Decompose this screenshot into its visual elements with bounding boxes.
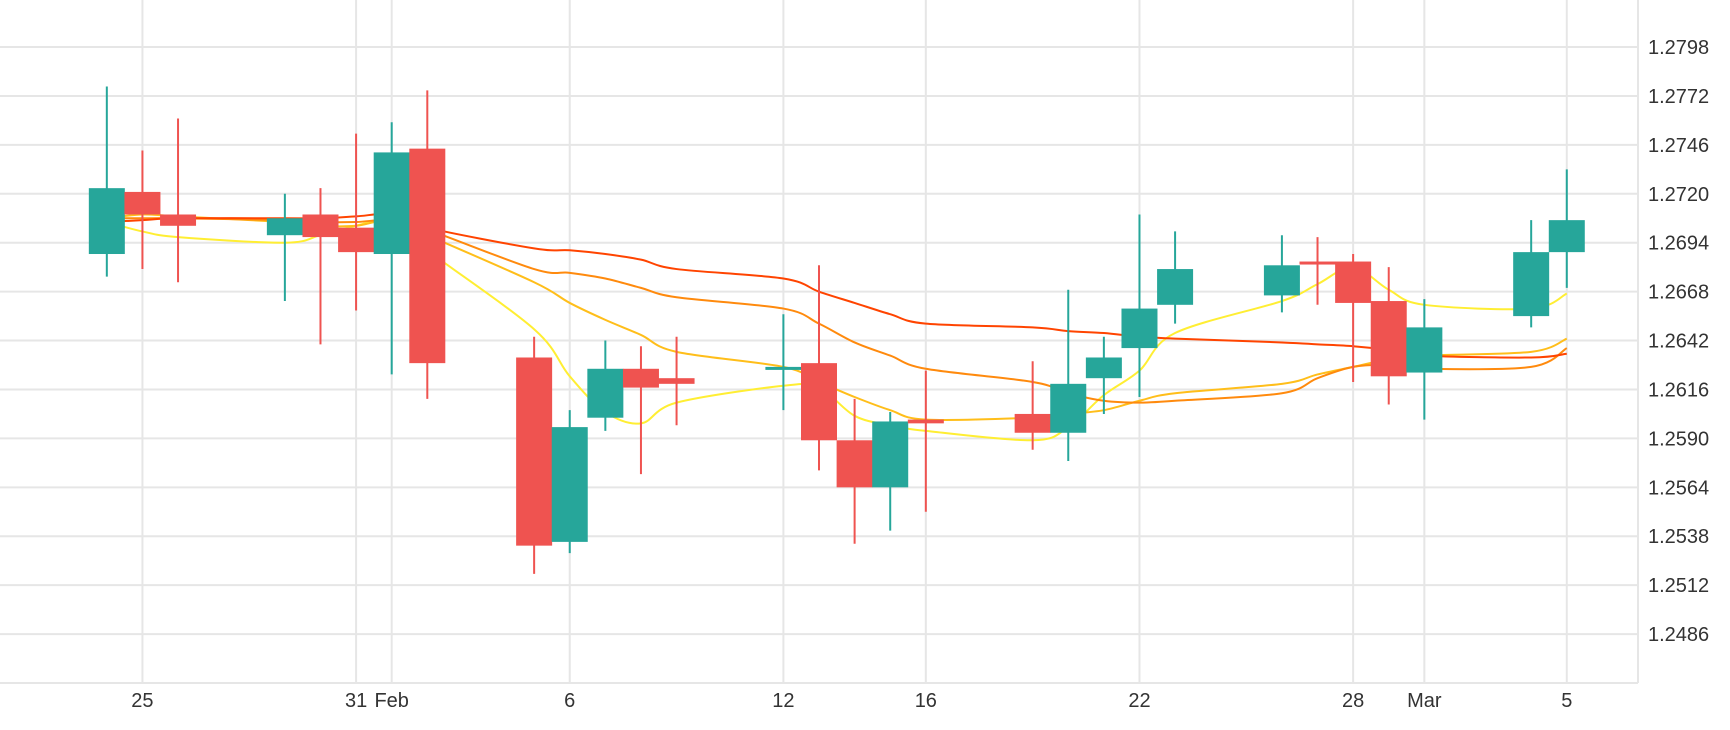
- y-axis-tick-labels: 1.2798 1.2772 1.2746 1.2720 1.2694 1.2668 1.26…: [1648, 37, 1709, 646]
- y-tick-label: 1.2616: [1648, 379, 1709, 401]
- candle-up: [1157, 231, 1194, 324]
- candle-body: [551, 427, 588, 542]
- candle-up: [266, 193, 303, 302]
- candle-body: [124, 191, 161, 215]
- y-tick-label: 1.2668: [1648, 282, 1709, 304]
- candle-body: [836, 440, 873, 488]
- candle-down: [658, 336, 695, 426]
- x-axis-tick-labels: 25 31 Feb 6 12 16 22 28 Mar 5: [131, 690, 1572, 712]
- x-tick-label: 22: [1128, 690, 1150, 712]
- y-tick-label: 1.2642: [1648, 331, 1709, 353]
- candle-up: [765, 314, 802, 411]
- y-tick-label: 1.2512: [1648, 575, 1709, 597]
- candle-body: [516, 357, 553, 546]
- candle-up: [1121, 214, 1158, 398]
- candle-body: [1370, 301, 1407, 377]
- candle-body: [622, 368, 659, 388]
- candle-up: [551, 410, 588, 554]
- candle-up: [1513, 220, 1550, 328]
- candle-down: [338, 133, 375, 311]
- candle-body: [1299, 261, 1336, 265]
- moving-average-line: [106, 212, 1567, 359]
- x-tick-label: 12: [772, 690, 794, 712]
- candle-down: [801, 265, 837, 471]
- x-tick-label: 31: [345, 690, 367, 712]
- candle-body: [373, 152, 410, 255]
- x-tick-label: 6: [564, 690, 575, 712]
- candle-up: [88, 86, 125, 277]
- candle-down: [836, 398, 873, 544]
- y-tick-label: 1.2564: [1648, 477, 1709, 499]
- candle-body: [1157, 269, 1194, 305]
- candle-body: [1121, 308, 1158, 349]
- candle-up: [1050, 289, 1087, 461]
- candle-down: [160, 118, 197, 283]
- candle-up: [1085, 336, 1122, 414]
- y-tick-label: 1.2694: [1648, 233, 1709, 255]
- candle-down: [1299, 237, 1336, 305]
- candle-body: [587, 368, 624, 418]
- candle-body: [88, 188, 125, 255]
- candle-body: [302, 214, 339, 238]
- y-tick-label: 1.2772: [1648, 86, 1709, 108]
- candle-down: [1335, 254, 1372, 382]
- candle-body: [338, 227, 375, 253]
- candle-body: [1548, 220, 1585, 253]
- candle-body: [1263, 265, 1300, 296]
- x-tick-label: Mar: [1407, 690, 1442, 712]
- candle-down: [124, 150, 161, 270]
- y-tick-label: 1.2798: [1648, 37, 1709, 59]
- candle-body: [658, 378, 695, 384]
- moving-average-line: [106, 217, 1568, 404]
- y-tick-label: 1.2538: [1648, 526, 1709, 548]
- candle-body: [1513, 252, 1550, 317]
- candle-body: [765, 366, 802, 370]
- y-tick-label: 1.2720: [1648, 184, 1709, 206]
- candle-body: [801, 363, 837, 441]
- candle-body: [409, 148, 446, 364]
- x-tick-label: 5: [1561, 690, 1572, 712]
- candle-down: [622, 346, 659, 475]
- candles: [88, 86, 1585, 574]
- candle-body: [266, 218, 303, 236]
- candle-down: [907, 370, 944, 512]
- candle-body: [1085, 357, 1122, 379]
- y-tick-label: 1.2486: [1648, 624, 1709, 646]
- y-tick-label: 1.2590: [1648, 428, 1709, 450]
- candle-body: [160, 214, 197, 226]
- candle-body: [907, 419, 944, 424]
- candle-down: [1014, 361, 1051, 450]
- candle-up: [373, 122, 410, 375]
- x-tick-label: 28: [1342, 690, 1364, 712]
- candle-up: [1548, 169, 1585, 288]
- candle-down: [516, 336, 553, 574]
- candle-body: [1335, 261, 1372, 303]
- x-tick-label: 25: [131, 690, 153, 712]
- candle-body: [872, 421, 909, 488]
- candle-down: [302, 188, 339, 345]
- candle-down: [409, 90, 446, 399]
- candle-up: [872, 412, 909, 531]
- candle-up: [1263, 235, 1300, 313]
- candle-up: [587, 340, 624, 431]
- y-tick-label: 1.2746: [1648, 135, 1709, 157]
- candle-body: [1014, 413, 1051, 433]
- x-tick-label: Feb: [374, 690, 408, 712]
- candle-body: [1050, 383, 1087, 433]
- candle-up: [1406, 299, 1443, 420]
- candle-body: [1406, 327, 1443, 373]
- x-tick-label: 16: [915, 690, 937, 712]
- candle-down: [1370, 267, 1407, 405]
